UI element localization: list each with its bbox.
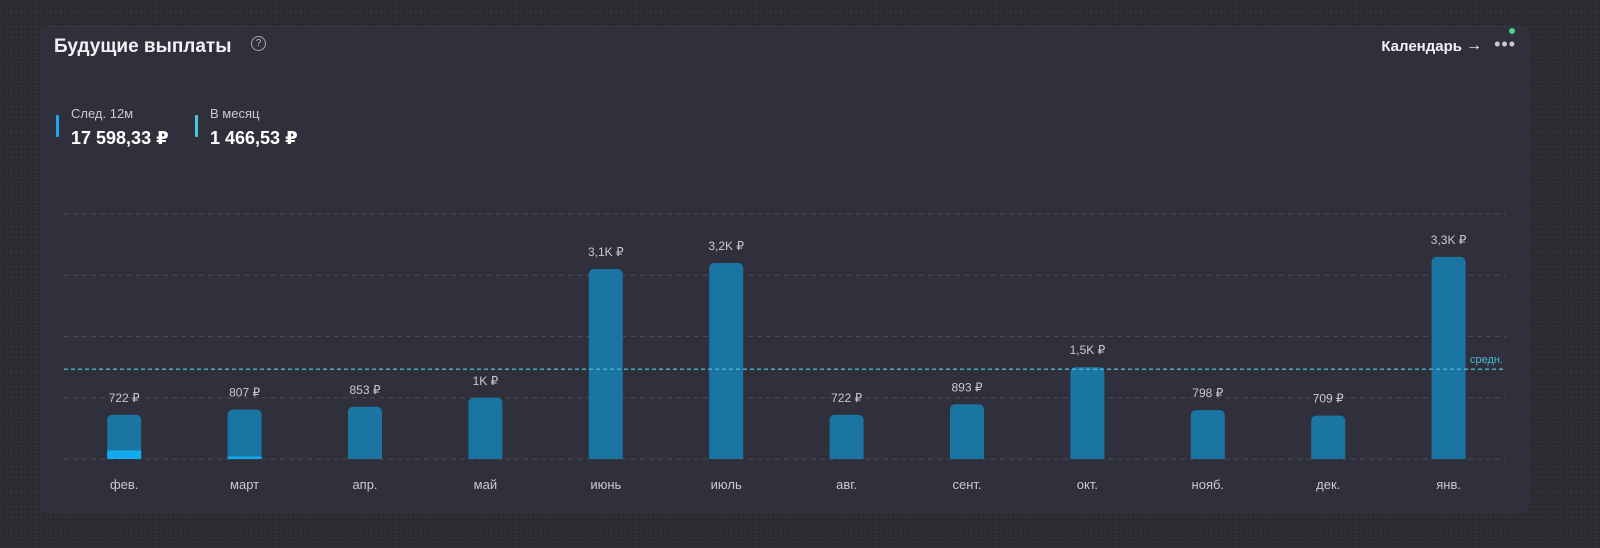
card-title: Будущие выплаты (54, 36, 232, 57)
chart-bar (709, 263, 744, 459)
x-tick-label: авг. (836, 477, 857, 492)
x-tick-label: июль (711, 477, 742, 492)
help-icon[interactable]: ? (251, 36, 266, 51)
payouts-bar-chart: 722 ₽ фев. 807 ₽ март 853 ₽ апр. 1K ₽ май 3,1K ₽… (64, 213, 1506, 492)
chart-bar-base (709, 454, 744, 459)
chart-bar-base (1311, 454, 1346, 459)
chart-bar (468, 397, 503, 459)
chart-bar-base (348, 454, 382, 459)
chart-bar-base (1070, 454, 1105, 459)
chart-bar (1311, 415, 1346, 459)
chart-bar (227, 409, 262, 459)
chart-bar-base (227, 454, 262, 459)
chart-bar-base (588, 454, 623, 459)
chart-bar (588, 269, 623, 459)
chart-bar (348, 406, 382, 459)
chart-bar (1431, 256, 1466, 459)
chart-bar (1070, 367, 1105, 459)
x-tick-label: май (474, 477, 497, 492)
bar-value-label: 798 ₽ (1192, 386, 1223, 400)
chart-bar-base (1431, 454, 1466, 459)
x-tick-label: нояб. (1192, 477, 1225, 492)
x-tick-label: апр. (352, 477, 377, 492)
chart-bar (107, 414, 142, 459)
stat-value: 1 466,53 ₽ (210, 128, 298, 148)
notification-dot (1509, 28, 1515, 34)
chart-bar (829, 414, 864, 459)
x-tick-label: сент. (952, 477, 981, 492)
bar-value-label: 3,3K ₽ (1431, 233, 1467, 247)
stat-marker (56, 115, 59, 137)
x-tick-label: фев. (110, 477, 138, 492)
bar-value-label: 853 ₽ (350, 383, 381, 397)
x-tick-label: янв. (1436, 477, 1461, 492)
stat-marker (195, 115, 198, 137)
x-tick-label: март (230, 477, 259, 492)
bar-value-label: 807 ₽ (229, 386, 260, 400)
stat-label: В месяц (210, 106, 260, 121)
chart-bar (950, 404, 984, 459)
chart-bar-received (107, 450, 142, 459)
chart-bar (1190, 410, 1225, 459)
chart-bar-received (227, 456, 262, 459)
more-options-icon[interactable]: ••• (1494, 34, 1516, 54)
card-header: Будущие выплаты ? Календарь → ••• (54, 28, 1516, 60)
calendar-link[interactable]: Календарь (1381, 38, 1462, 55)
stat-label: След. 12м (71, 106, 134, 121)
arrow-right-icon[interactable]: → (1466, 37, 1482, 54)
chart-bar-base (829, 454, 864, 459)
bar-value-label: 3,2K ₽ (708, 239, 744, 253)
bar-value-label: 722 ₽ (831, 391, 862, 405)
chart-bar-base (950, 454, 984, 459)
x-tick-label: окт. (1077, 477, 1098, 492)
bar-value-label: 1K ₽ (473, 374, 499, 388)
x-tick-label: июнь (590, 477, 621, 492)
bar-value-label: 722 ₽ (109, 391, 140, 405)
bar-value-label: 709 ₽ (1313, 392, 1344, 406)
future-payouts-card: Будущие выплаты ? Календарь → ••• След. … (40, 26, 1530, 514)
bar-value-label: 1,5K ₽ (1070, 343, 1106, 357)
chart-bar-base (468, 454, 503, 459)
average-label: средн. (1470, 354, 1503, 366)
bar-value-label: 3,1K ₽ (588, 245, 624, 259)
bar-value-label: 893 ₽ (952, 380, 983, 394)
chart-bar-base (1190, 454, 1225, 459)
x-tick-label: дек. (1316, 477, 1340, 492)
stat-value: 17 598,33 ₽ (71, 128, 169, 148)
